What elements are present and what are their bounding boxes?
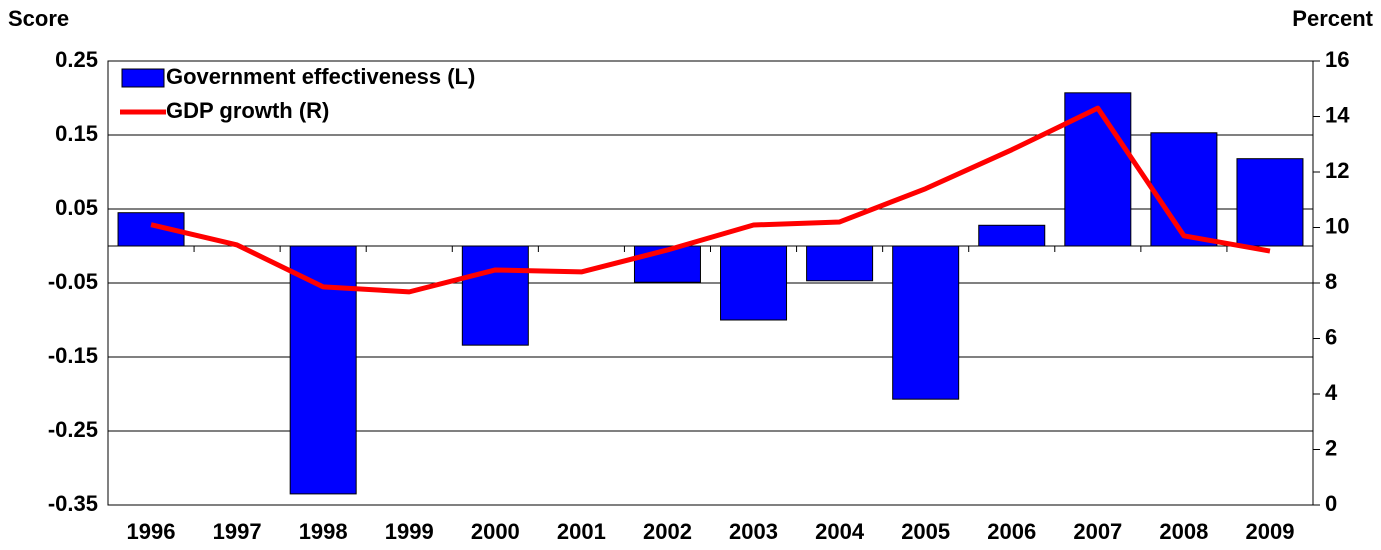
bar — [806, 245, 874, 282]
legend-label: Government effectiveness (L) — [166, 64, 475, 89]
x-tick-label: 2006 — [987, 519, 1036, 544]
y2-tick-label: 8 — [1325, 269, 1337, 294]
bar — [289, 245, 357, 495]
legend-swatch — [121, 68, 165, 88]
x-tick-label: 1998 — [299, 519, 348, 544]
y-tick-label: -0.05 — [48, 269, 98, 294]
plot-frame — [107, 60, 1314, 506]
y2-tick-label: 12 — [1325, 158, 1349, 183]
y2-tick-label: 0 — [1325, 491, 1337, 516]
y2-tick-label: 16 — [1325, 47, 1349, 72]
y-tick-label: -0.15 — [48, 343, 98, 368]
line-series — [150, 105, 1271, 295]
bar — [978, 224, 1046, 247]
bar — [892, 245, 960, 400]
y-tick-label: 0.25 — [55, 47, 98, 72]
legend-label: GDP growth (R) — [166, 98, 329, 123]
x-tick-label: 1999 — [385, 519, 434, 544]
x-tick-label: 1996 — [127, 519, 176, 544]
x-tick-label: 2007 — [1073, 519, 1122, 544]
y2-tick-label: 6 — [1325, 324, 1337, 349]
y2-axis-title: Percent — [1292, 6, 1373, 31]
y-axis-title: Score — [8, 6, 69, 31]
bar — [1150, 132, 1218, 247]
bar — [461, 245, 529, 346]
x-tick-label: 2003 — [729, 519, 778, 544]
y-tick-label: 0.15 — [55, 121, 98, 146]
y-tick-label: -0.25 — [48, 417, 98, 442]
x-tick-label: 2000 — [471, 519, 520, 544]
x-tick-label: 2001 — [557, 519, 606, 544]
x-tick-label: 2005 — [901, 519, 950, 544]
bar — [1064, 92, 1132, 247]
y-tick-label: -0.35 — [48, 491, 98, 516]
y2-tick-label: 10 — [1325, 213, 1349, 238]
y2-tick-label: 4 — [1325, 380, 1338, 405]
x-tick-label: 2008 — [1159, 519, 1208, 544]
bar — [720, 245, 788, 321]
x-tick-label: 2009 — [1245, 519, 1294, 544]
y2-tick-label: 14 — [1325, 102, 1350, 127]
x-tick-label: 2004 — [815, 519, 865, 544]
y2-tick-label: 2 — [1325, 435, 1337, 460]
x-tick-label: 2002 — [643, 519, 692, 544]
bar — [1236, 158, 1304, 247]
y-tick-label: 0.05 — [55, 195, 98, 220]
x-tick-label: 1997 — [213, 519, 262, 544]
